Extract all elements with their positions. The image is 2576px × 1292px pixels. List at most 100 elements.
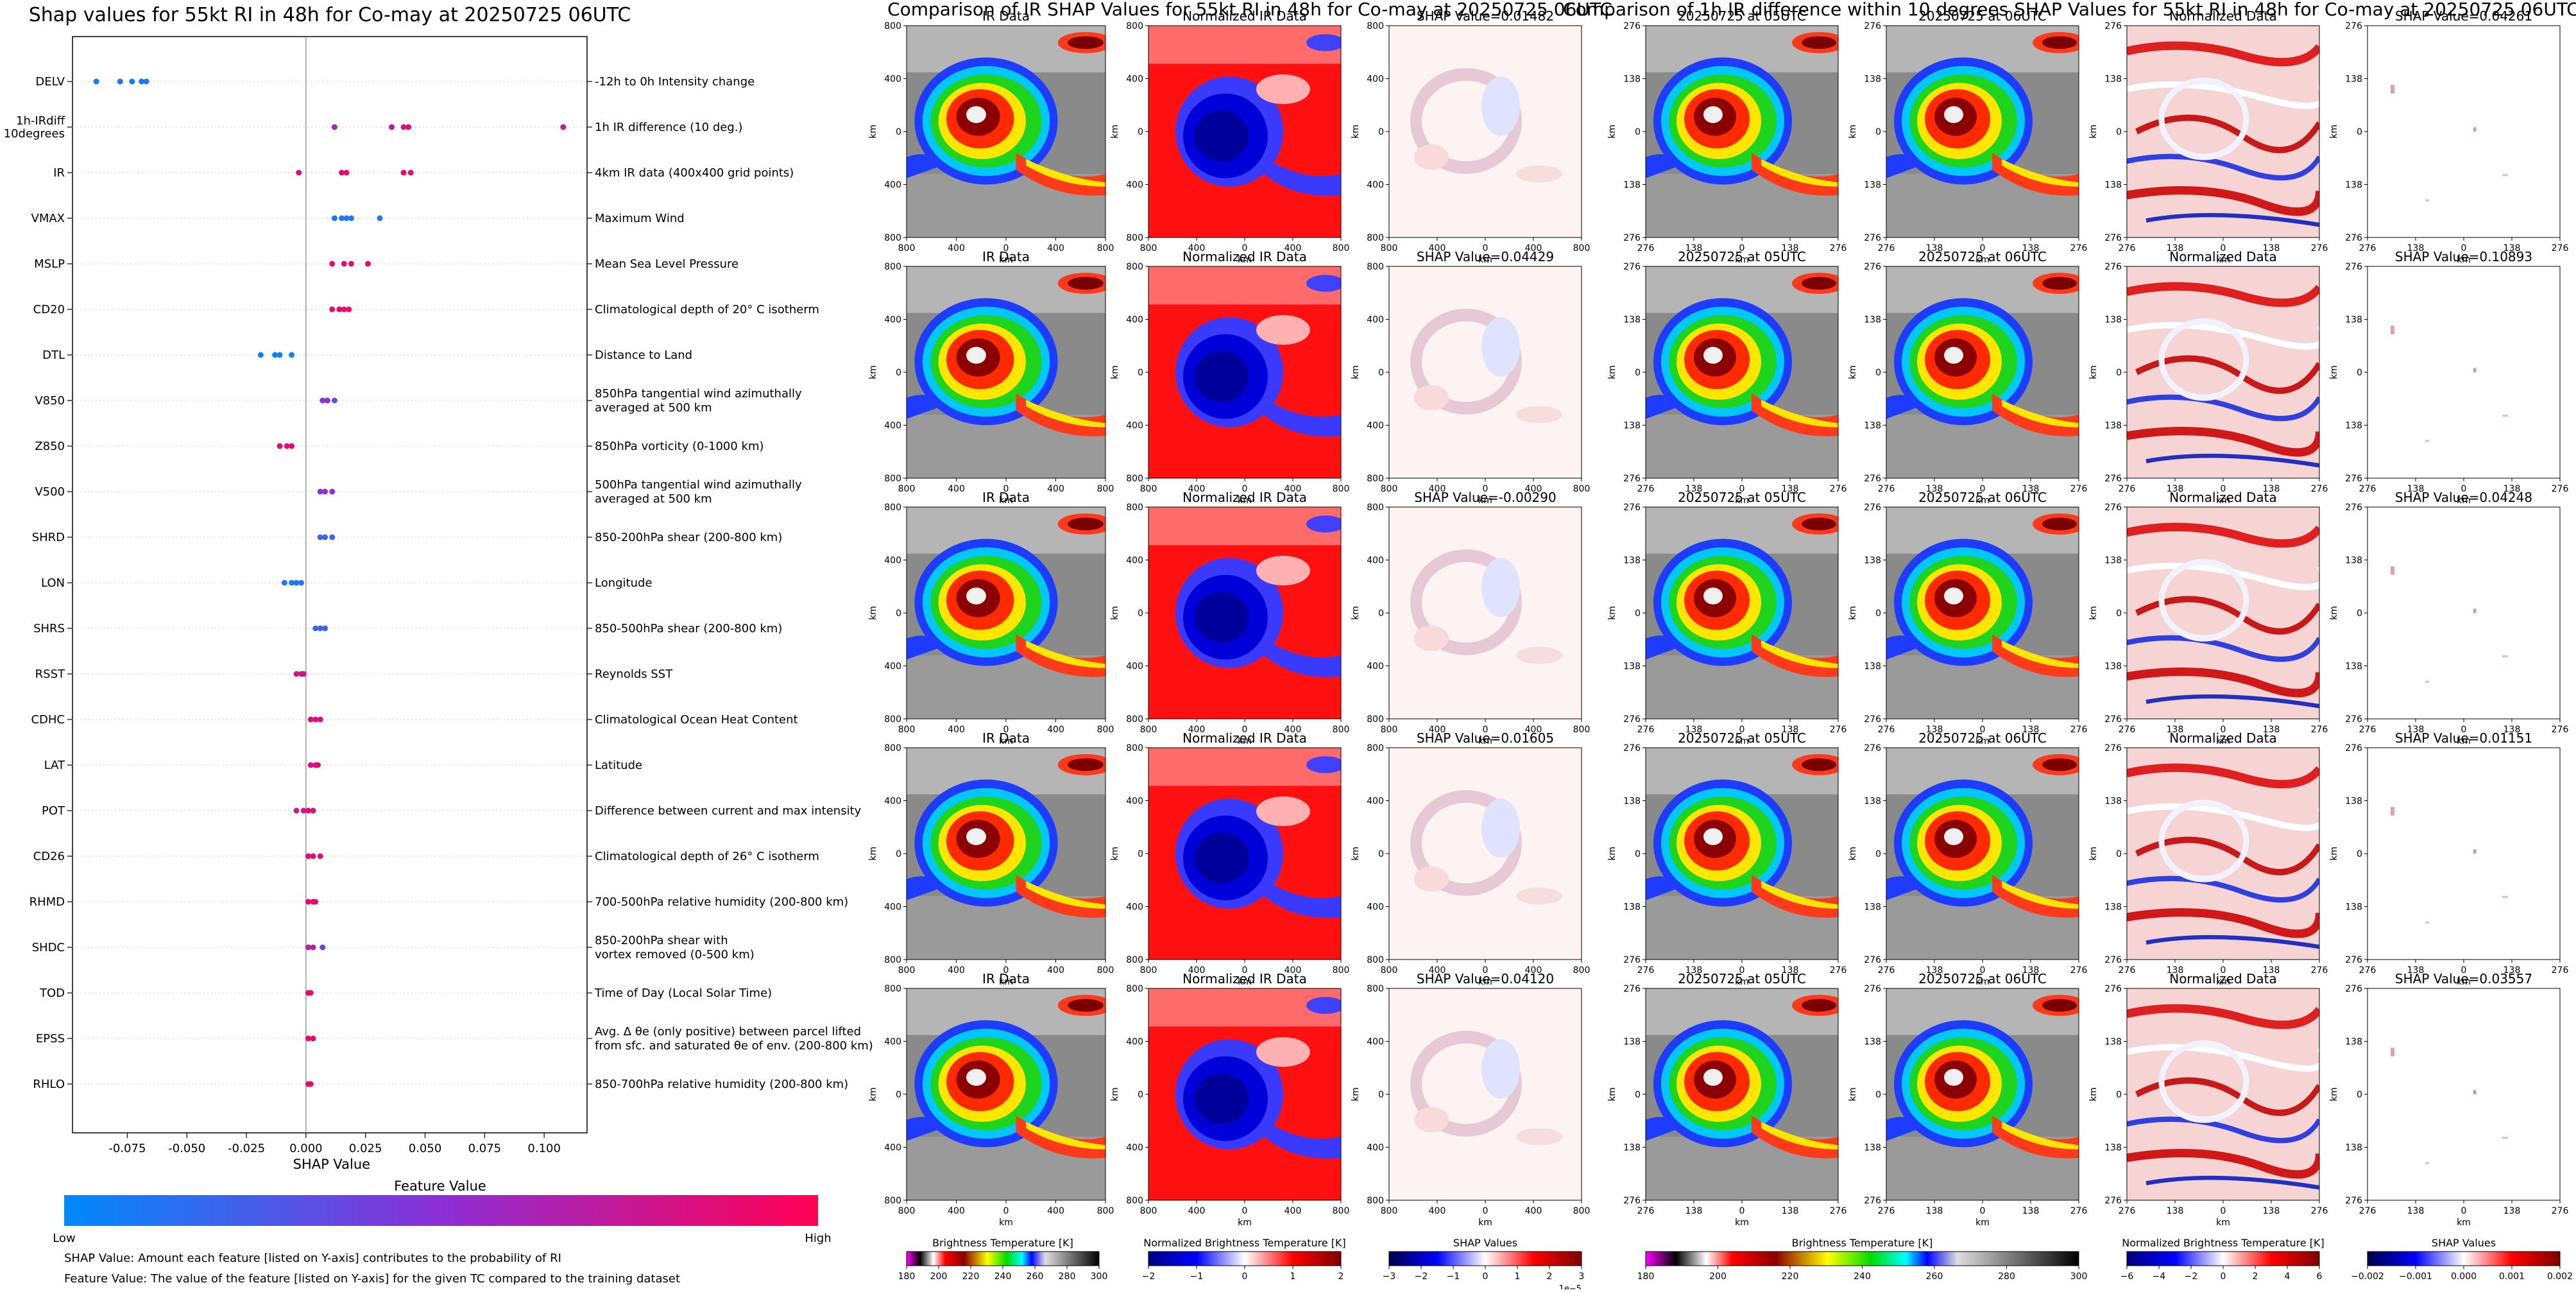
x-tick-label: 0 [1980, 725, 1986, 735]
x-axis-label: km [1478, 977, 1492, 987]
y-tick-label: 0 [2357, 127, 2362, 137]
feature-label: LAT [44, 759, 65, 772]
colorbar-tick-label: 300 [2070, 1271, 2088, 1282]
y-tick-label: 0 [896, 849, 901, 859]
subplot-title: SHAP Value=0.01482 [1417, 8, 1554, 24]
y-tick-label: 276 [1623, 714, 1641, 725]
shap-point [289, 443, 295, 449]
x-axis-label: km [1478, 255, 1492, 265]
shap-point [296, 169, 302, 176]
shap-point [322, 534, 328, 540]
y-tick-label: 800 [1367, 984, 1384, 994]
x-tick-label: 138 [2407, 725, 2425, 735]
y-tick-label: 800 [884, 21, 901, 31]
y-tick-label: 0 [896, 368, 901, 378]
y-tick-label: 138 [1623, 315, 1641, 325]
x-tick-label: 138 [2263, 484, 2280, 494]
x-tick-label: 138 [2407, 1206, 2425, 1216]
x-tick-label: 276 [2311, 965, 2328, 976]
y-tick-label: 400 [1367, 315, 1384, 325]
subplot-title: SHAP Value=0.10893 [2395, 249, 2532, 264]
x-tick-label: 276 [1878, 484, 1895, 494]
colorbar-tick-label: 3 [1579, 1271, 1585, 1282]
x-tick-label: 0 [1980, 484, 1986, 494]
subplot-image [1645, 506, 1839, 719]
x-tick-label: 800 [1333, 965, 1350, 976]
x-tick-label: 138 [2263, 243, 2280, 254]
feature-description: 850hPa tangential wind azimuthally averag… [595, 387, 802, 415]
y-tick-label: 138 [1864, 315, 1881, 325]
colorbar-tick-label: −6 [2120, 1271, 2134, 1282]
x-tick-label: 276 [2359, 725, 2376, 735]
shap-point [257, 352, 264, 358]
x-tick-label: 276 [1637, 243, 1655, 254]
shap-point [312, 625, 319, 632]
x-tick-label: 800 [1140, 725, 1157, 735]
subplot-title: Normalized Data [2169, 249, 2277, 264]
shap-point [93, 78, 99, 85]
y-tick-label: 0 [2116, 127, 2122, 137]
y-tick-label: 138 [2104, 556, 2122, 566]
x-axis-label: km [1478, 495, 1492, 506]
y-tick-label: 276 [1864, 1196, 1881, 1206]
y-tick-label: 0 [1138, 849, 1143, 859]
y-axis-label: km [2088, 847, 2099, 861]
y-tick-label: 138 [1623, 797, 1641, 807]
feature-label: POT [42, 804, 65, 818]
shap-point [312, 899, 319, 905]
y-tick-label: 0 [1378, 1090, 1384, 1100]
y-axis-label: km [868, 606, 878, 620]
x-tick-label: 138 [2503, 1206, 2521, 1216]
subplot-title: Normalized Data [2169, 971, 2277, 986]
y-tick-label: 800 [884, 262, 901, 272]
colorbar [1388, 1251, 1582, 1266]
y-tick-label: 276 [1623, 262, 1641, 272]
subplot-image [1148, 266, 1342, 479]
shap-point [300, 671, 307, 677]
y-axis-label: km [1848, 847, 1858, 861]
x-tick-label: 800 [1573, 243, 1591, 254]
y-tick-label: 276 [1864, 474, 1881, 484]
x-tick-label: 276 [2311, 243, 2328, 254]
subplot-title: Normalized Data [2169, 490, 2277, 505]
y-tick-label: 138 [2104, 902, 2122, 913]
shap-point [336, 306, 343, 313]
x-tick-label: 138 [1782, 725, 1799, 735]
ir-shap-comparison: Comparison of IR SHAP Values for 55kt RI… [868, 0, 1612, 1292]
colorbar-tick-label: 260 [1926, 1271, 1943, 1282]
x-tick-label: 138 [1782, 1206, 1799, 1216]
y-tick-label: 0 [1138, 127, 1143, 137]
feature-colorbar [64, 1195, 818, 1226]
shap-point [307, 716, 314, 723]
y-tick-label: 138 [2345, 1143, 2362, 1153]
x-tick-label: 138 [1926, 725, 1943, 735]
x-tick-label: 0.000 [289, 1142, 323, 1155]
subplot-image [1388, 747, 1582, 960]
x-tick-label: 400 [1284, 965, 1302, 976]
x-tick-label: 0.100 [527, 1142, 561, 1155]
x-axis-label: km [2216, 1218, 2230, 1228]
y-tick-label: 800 [1367, 743, 1384, 754]
y-tick-label: 138 [2104, 1143, 2122, 1153]
colorbar-tick-label: −3 [1383, 1271, 1396, 1282]
y-tick-label: 276 [2104, 743, 2122, 754]
y-tick-label: 800 [1367, 474, 1384, 484]
x-tick-label: 800 [1097, 484, 1114, 494]
colorbar-label: Feature Value [394, 1178, 486, 1194]
feature-description: 700-500hPa relative humidity (200-800 km… [595, 895, 848, 909]
y-tick-label: 400 [884, 556, 901, 566]
y-tick-label: 800 [1126, 233, 1143, 243]
x-tick-label: 800 [1333, 1206, 1350, 1216]
y-tick-label: 138 [1623, 180, 1641, 191]
colorbar-tick-label: −2 [1142, 1271, 1156, 1282]
x-tick-label: 138 [1782, 243, 1799, 254]
y-tick-label: 800 [1126, 714, 1143, 725]
subplot-image [2367, 25, 2561, 238]
shap-point [300, 807, 307, 814]
shap-point [277, 352, 283, 358]
x-tick-label: 138 [2022, 1206, 2040, 1216]
feature-label: TOD [39, 986, 65, 1000]
shap-point [310, 853, 316, 859]
y-tick-label: 400 [884, 902, 901, 913]
colorbar-tick-label: 1 [1290, 1271, 1296, 1282]
